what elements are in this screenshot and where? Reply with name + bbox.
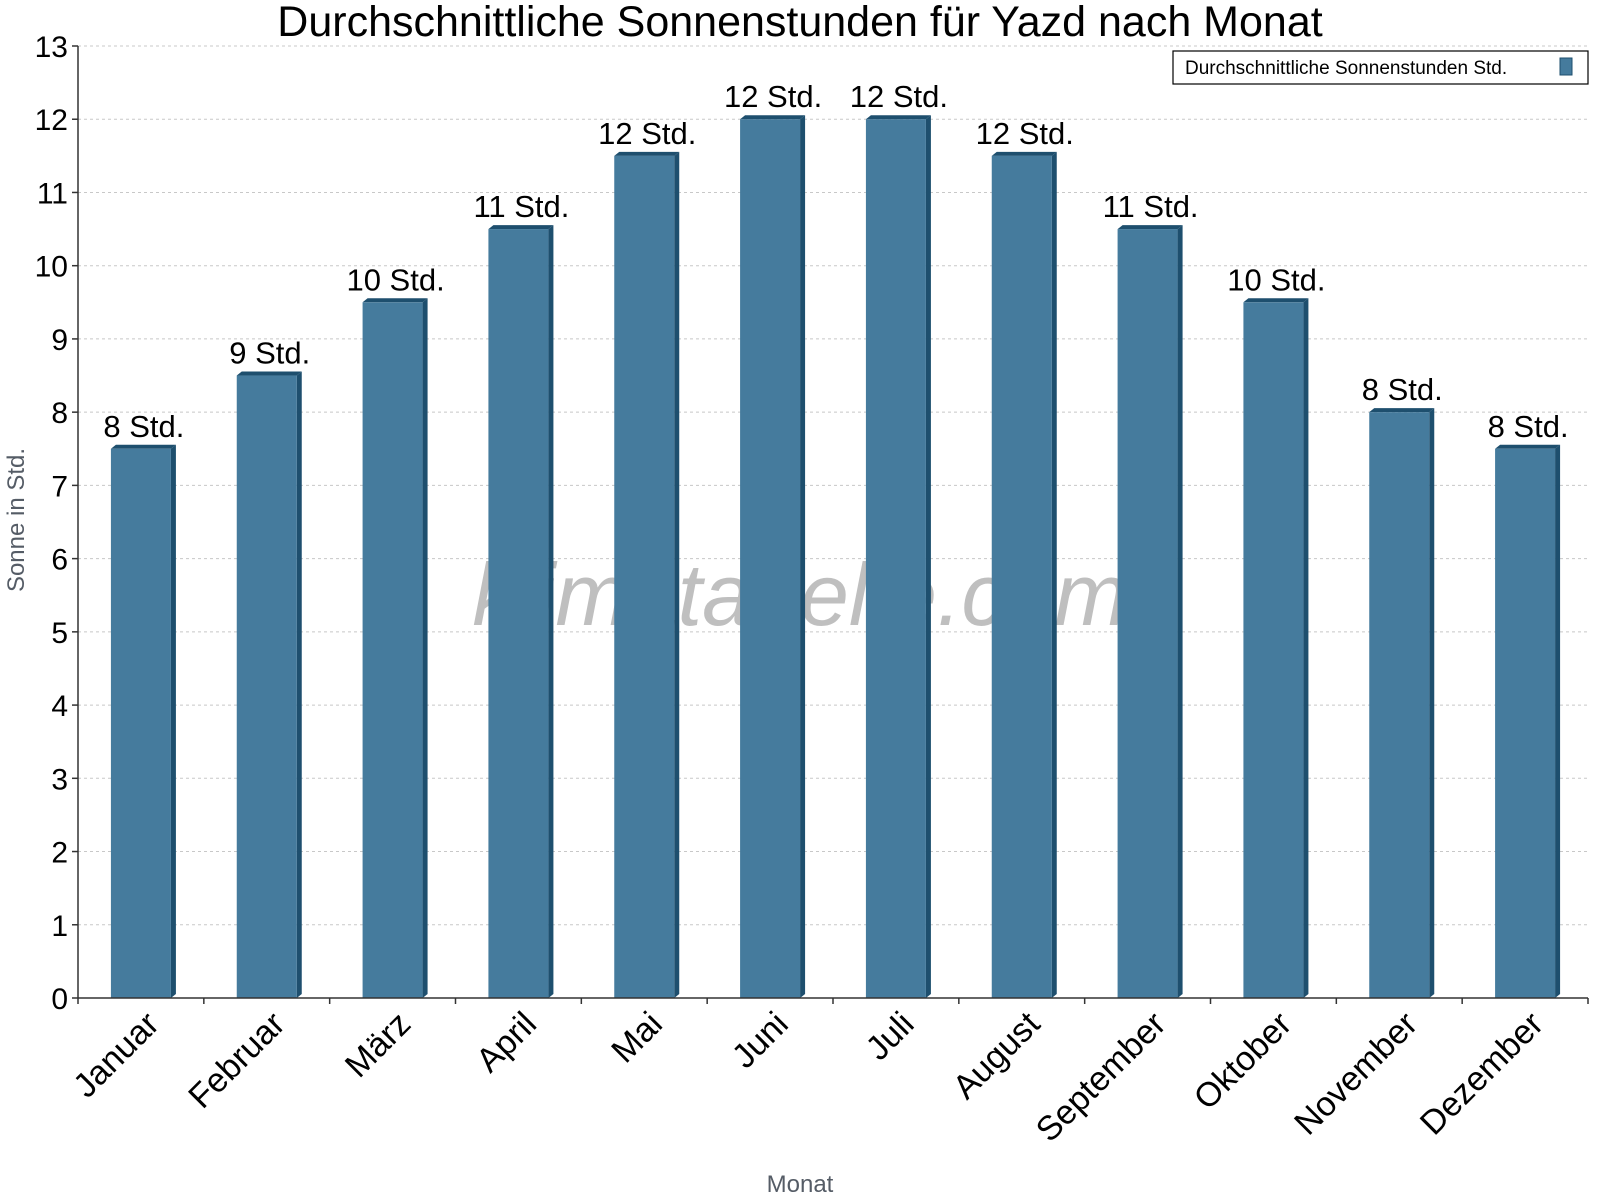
- bar-top: [865, 115, 931, 120]
- bar-dezember: [1495, 444, 1561, 998]
- bar-april: [488, 225, 554, 999]
- chart-title: Durchschnittliche Sonnenstunden für Yazd…: [277, 0, 1322, 46]
- bar-side: [170, 444, 176, 998]
- bar-side: [296, 371, 302, 998]
- bar-side: [1177, 225, 1183, 999]
- x-tick-label: September: [1029, 1005, 1173, 1149]
- bar-top: [614, 151, 680, 156]
- bar: [236, 375, 297, 998]
- data-label: 12 Std.: [976, 116, 1074, 151]
- x-tick-label: Mai: [604, 1005, 670, 1071]
- bar-side: [674, 151, 680, 998]
- bars: [110, 115, 1561, 999]
- y-tick-label: 4: [51, 690, 68, 723]
- x-tick-label: Oktober: [1187, 1005, 1299, 1117]
- bar-november: [1369, 408, 1435, 999]
- bar: [1495, 448, 1556, 998]
- data-label: 11 Std.: [1103, 189, 1199, 224]
- y-tick-label: 7: [51, 470, 68, 503]
- x-tick-label: Juli: [859, 1005, 922, 1068]
- bar: [614, 155, 675, 998]
- bar-september: [1117, 225, 1183, 999]
- data-labels: 8 Std. 9 Std. 10 Std. 11 Std. 12 Std. 12 Std.…: [103, 79, 1568, 444]
- data-label: 12 Std.: [850, 79, 948, 114]
- bar-side: [1429, 408, 1435, 999]
- data-label: 10 Std.: [1227, 262, 1325, 297]
- bar: [865, 119, 926, 998]
- y-tick-label: 13: [35, 31, 68, 64]
- y-tick-label: 1: [51, 910, 68, 943]
- x-tick-label: März: [338, 1005, 418, 1085]
- bar: [991, 155, 1052, 998]
- grid-lines: [78, 45, 1588, 926]
- x-tick-label: Januar: [66, 1005, 166, 1105]
- bar-top: [1243, 298, 1309, 303]
- bar: [488, 229, 549, 999]
- y-tick-label: 5: [51, 617, 68, 650]
- data-label: 12 Std.: [598, 116, 696, 151]
- y-tick-label: 12: [35, 104, 68, 137]
- bar-top: [236, 371, 302, 376]
- y-tick-label: 10: [35, 251, 68, 284]
- bar: [1369, 412, 1430, 999]
- bar-top: [1369, 408, 1435, 413]
- bar-side: [1303, 298, 1309, 998]
- bar-top: [991, 151, 1057, 156]
- bar-mai: [614, 151, 680, 998]
- y-tick-label: 0: [51, 983, 68, 1016]
- bar-top: [110, 444, 176, 449]
- y-tick-label: 11: [37, 177, 68, 210]
- bar-februar: [236, 371, 302, 998]
- bar-top: [740, 115, 806, 120]
- data-label: 10 Std.: [346, 262, 444, 297]
- bar-oktober: [1243, 298, 1309, 998]
- bar-side: [1051, 151, 1057, 998]
- bar-august: [991, 151, 1057, 998]
- data-label: 8 Std.: [103, 409, 184, 444]
- bar-top: [1117, 225, 1183, 230]
- bar-märz: [362, 298, 428, 998]
- bar-side: [925, 115, 931, 998]
- bar-top: [362, 298, 428, 303]
- bar: [1243, 302, 1304, 998]
- x-tick-label: Februar: [181, 1005, 292, 1116]
- data-label: 8 Std.: [1362, 372, 1443, 407]
- bar: [1117, 229, 1178, 999]
- legend-label: Durchschnittliche Sonnenstunden Std.: [1185, 58, 1507, 79]
- x-tick-label: Juni: [725, 1005, 796, 1076]
- bar: [740, 119, 801, 998]
- bar: [362, 302, 423, 998]
- y-tick-label: 8: [51, 397, 68, 430]
- bar-juni: [740, 115, 806, 998]
- data-label: 8 Std.: [1488, 409, 1569, 444]
- bar-juli: [865, 115, 931, 998]
- y-tick-label: 6: [51, 544, 68, 577]
- x-tick-label: August: [946, 1004, 1048, 1106]
- bar-side: [800, 115, 806, 998]
- x-tick-label: Dezember: [1413, 1005, 1551, 1143]
- y-tick-label: 3: [51, 763, 68, 796]
- bar-side: [548, 225, 554, 999]
- legend-box: [1172, 50, 1589, 85]
- bar-side: [1555, 444, 1561, 998]
- y-axis-label: Sonne in Std.: [3, 448, 30, 592]
- y-tick-label: 2: [51, 837, 68, 870]
- legend-swatch: [1559, 57, 1573, 76]
- bar: [110, 448, 171, 998]
- x-axis-label: Monat: [767, 1171, 834, 1198]
- x-tick-label: April: [469, 1005, 544, 1080]
- data-label: 11 Std.: [473, 189, 569, 224]
- bar-top: [1495, 444, 1561, 449]
- data-label: 12 Std.: [724, 79, 822, 114]
- x-tick-label: November: [1287, 1005, 1425, 1143]
- bar-side: [422, 298, 428, 998]
- bar-top: [488, 225, 554, 230]
- legend: Durchschnittliche Sonnenstunden Std.: [1172, 50, 1589, 85]
- bar-januar: [110, 444, 176, 998]
- data-label: 9 Std.: [229, 336, 310, 371]
- y-tick-label: 9: [51, 324, 68, 357]
